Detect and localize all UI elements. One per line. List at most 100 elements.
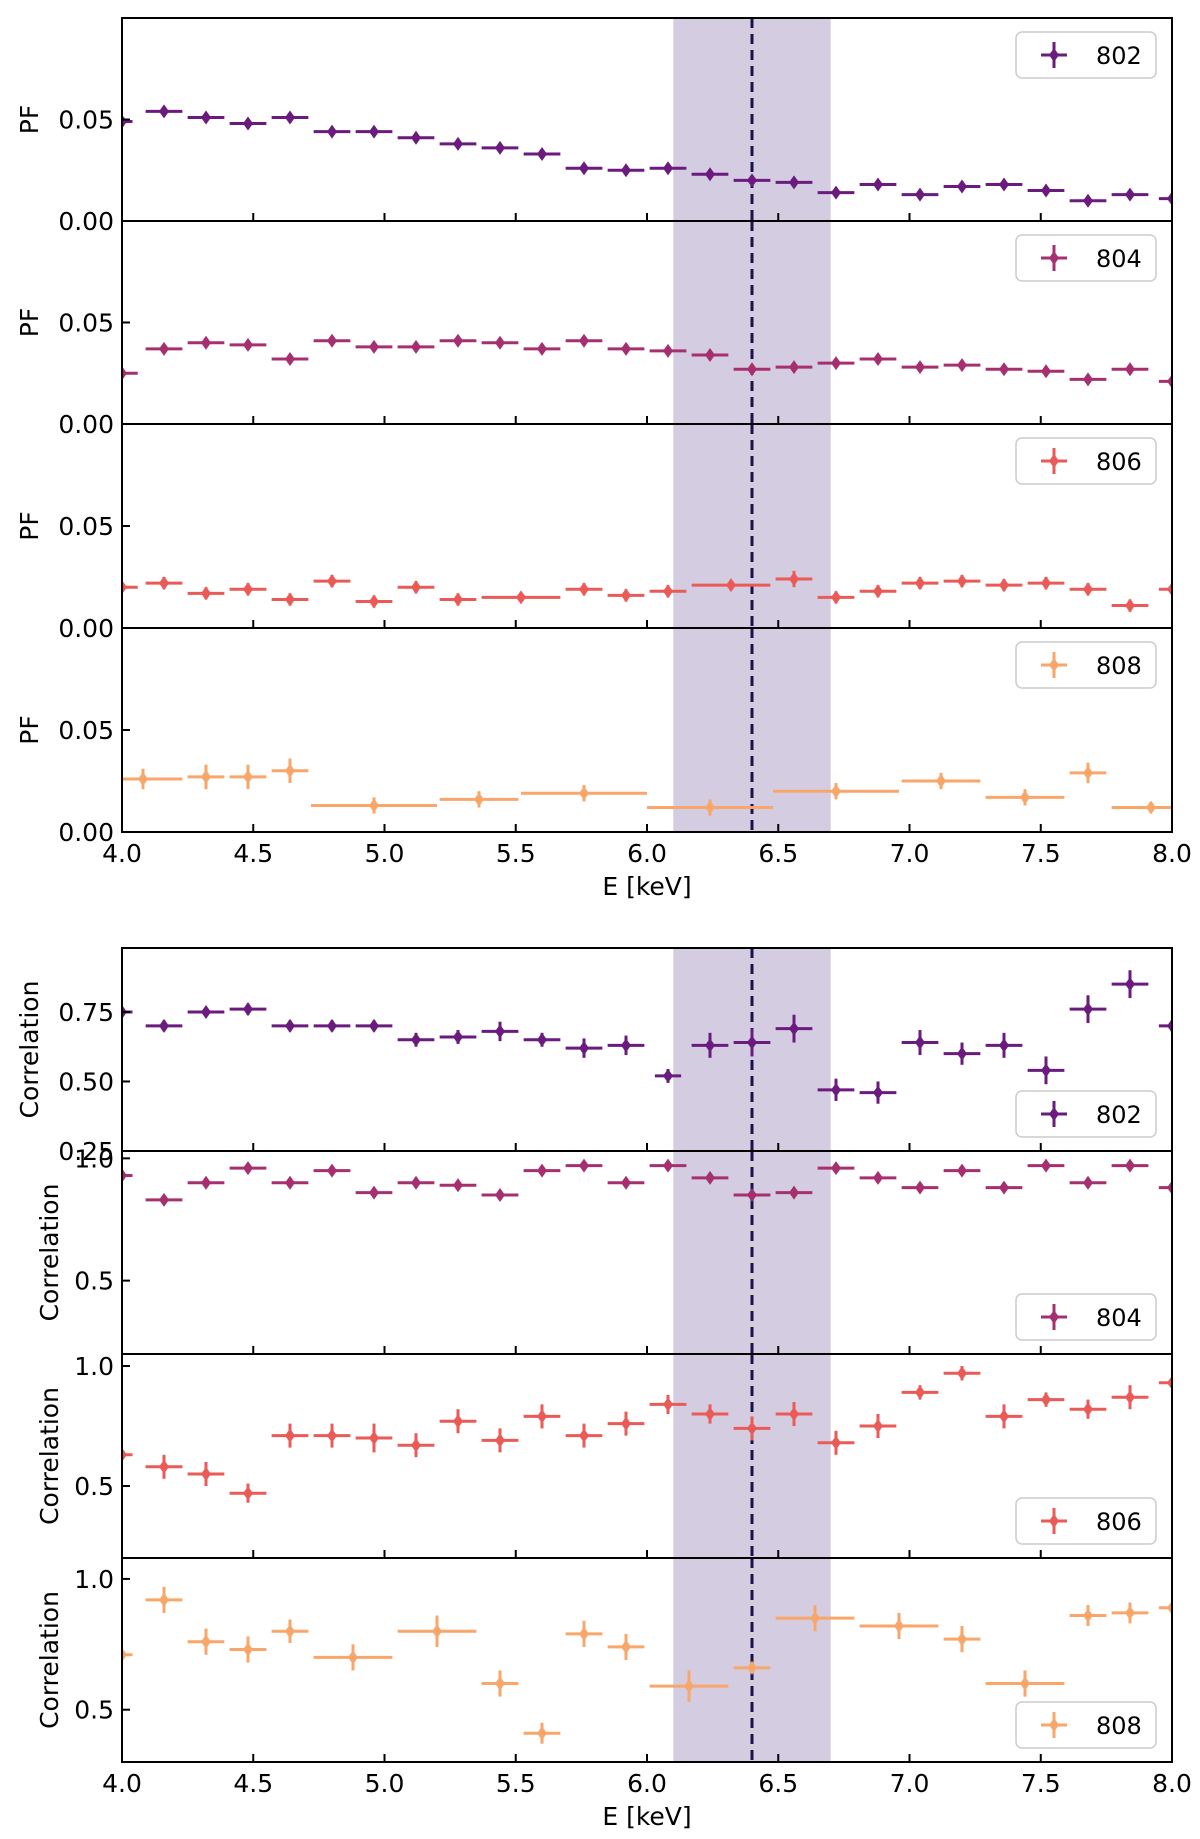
y-tick-label: 0.5	[74, 1696, 114, 1725]
legend: 802	[1015, 1090, 1157, 1138]
data-point	[817, 356, 855, 371]
data-point	[943, 1042, 981, 1065]
data-point	[187, 110, 225, 125]
data-point	[1069, 582, 1107, 597]
data-point	[229, 1483, 267, 1503]
x-tick-label: 5.0	[365, 1769, 405, 1798]
legend-label: 804	[1096, 245, 1142, 273]
y-tick-label: 1.0	[74, 1565, 114, 1594]
series-806	[122, 1366, 1172, 1503]
legend-marker	[1041, 42, 1067, 68]
data-point	[355, 339, 393, 354]
data-point	[607, 1175, 645, 1190]
data-point	[1069, 193, 1107, 208]
data-point	[901, 1385, 939, 1400]
panel-correlation-804: 0.5 1.0 Correlation 804	[35, 1144, 1173, 1355]
x-axis-label: E [keV]	[602, 1802, 691, 1831]
data-point	[691, 347, 729, 362]
data-point	[901, 772, 981, 790]
y-tick-label: 0.00	[58, 410, 114, 439]
data-point	[523, 341, 561, 356]
data-point	[985, 362, 1023, 377]
data-point	[523, 1404, 561, 1429]
series-804	[122, 1158, 1172, 1207]
data-point	[187, 1175, 225, 1190]
y-axis-label: PF	[15, 308, 44, 337]
data-point	[397, 1175, 435, 1190]
data-point	[733, 1028, 771, 1057]
legend-marker	[1041, 1712, 1067, 1738]
panel-correlation-806: 0.5 1.0 Correlation 806	[35, 1352, 1173, 1559]
data-point	[1158, 1180, 1172, 1195]
y-tick-label: 1.0	[74, 1352, 114, 1381]
data-point	[649, 584, 687, 599]
axes-frame	[121, 220, 1173, 425]
legend: 802	[1015, 31, 1157, 79]
data-point	[439, 136, 477, 151]
data-point	[985, 578, 1023, 593]
data-point	[733, 1188, 771, 1203]
data-point	[985, 1670, 1065, 1697]
data-point	[691, 167, 729, 182]
series-802	[122, 970, 1172, 1104]
data-point	[313, 333, 351, 348]
data-point	[439, 592, 477, 607]
data-point	[271, 352, 309, 367]
legend-marker	[1041, 652, 1067, 678]
data-point	[565, 1038, 603, 1058]
data-point	[271, 1423, 309, 1448]
panel-pulsed-fraction-804: 0.00 0.05 PF 804	[15, 220, 1173, 439]
data-point	[229, 337, 267, 352]
data-point	[145, 1586, 183, 1613]
x-tick-label: 8.0	[1152, 839, 1192, 868]
panel-pulsed-fraction-806: 0.00 0.05 PF 806	[15, 423, 1173, 643]
data-point	[565, 1423, 603, 1448]
data-point	[565, 1620, 603, 1647]
y-axis-label: PF	[15, 511, 44, 540]
y-axis-label: Correlation	[35, 1591, 64, 1729]
data-point	[1111, 970, 1149, 999]
y-tick-label: 0.75	[58, 998, 114, 1027]
data-point	[397, 1433, 435, 1458]
data-point	[985, 789, 1065, 806]
data-point	[229, 1002, 267, 1017]
data-point	[565, 582, 603, 597]
y-axis-label: Correlation	[35, 1184, 64, 1322]
data-point	[607, 588, 645, 603]
data-point	[901, 360, 939, 375]
data-point	[607, 163, 645, 178]
x-tick-label: 4.0	[102, 839, 142, 868]
data-point	[481, 1188, 519, 1203]
data-point	[397, 1615, 477, 1647]
data-point	[691, 1404, 729, 1424]
y-tick-label: 0.00	[58, 614, 114, 643]
data-point	[481, 1021, 519, 1042]
y-tick-label: 0.25	[58, 1137, 114, 1166]
data-point	[355, 124, 393, 139]
data-point	[521, 785, 647, 802]
data-point	[355, 1423, 393, 1453]
data-point	[901, 1180, 939, 1195]
x-tick-label: 5.5	[496, 1769, 536, 1798]
axes-frame	[121, 423, 1173, 629]
data-point	[985, 1180, 1023, 1195]
data-point	[187, 1004, 225, 1019]
data-point	[691, 1170, 729, 1185]
data-point	[817, 590, 855, 605]
data-point	[122, 580, 138, 595]
x-tick-label: 6.5	[758, 839, 798, 868]
legend-marker	[1041, 1304, 1067, 1330]
data-point	[1158, 582, 1172, 597]
legend-marker	[1041, 1101, 1067, 1127]
data-point	[859, 1612, 939, 1640]
x-tick-label: 7.0	[890, 839, 930, 868]
series-802	[122, 104, 1172, 208]
data-point	[439, 333, 477, 348]
data-point	[565, 333, 603, 348]
data-point	[145, 104, 183, 119]
data-point	[481, 590, 561, 605]
data-point	[271, 592, 309, 607]
data-point	[187, 1628, 225, 1655]
data-point	[187, 764, 225, 790]
data-point	[355, 1185, 393, 1200]
